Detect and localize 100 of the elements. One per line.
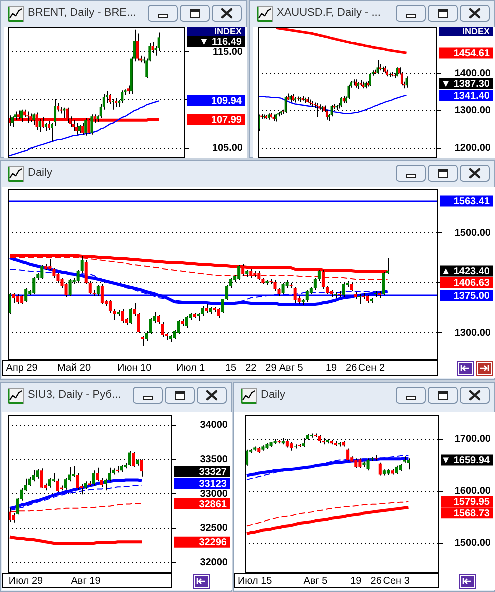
x-tick-label: Сен 2: [358, 362, 386, 374]
text: 1454.61: [454, 48, 490, 60]
chart-title: Daily: [261, 389, 286, 402]
candlestick: [366, 294, 370, 304]
candlestick: [354, 292, 358, 300]
candlestick: [318, 270, 321, 282]
text: 107.99: [211, 114, 242, 126]
text: ▼ 1659.94: [441, 456, 490, 466]
x-tick-label: Апр 29: [6, 362, 38, 374]
x-tick-label: Июн 10: [118, 362, 152, 374]
candlestick: [258, 446, 261, 454]
candlestick: [221, 298, 225, 314]
x-tick-label: Июл 15: [238, 576, 273, 587]
candlestick: [370, 73, 372, 87]
candlestick: [213, 306, 216, 312]
text: 109.94: [211, 96, 242, 108]
candlestick: [193, 312, 196, 318]
candlestick: [217, 308, 220, 318]
candlestick: [32, 276, 36, 294]
y-tick-label: 1500.00: [454, 228, 492, 239]
candlestick: [137, 312, 140, 334]
candlestick: [395, 465, 398, 475]
candlestick: [346, 448, 350, 462]
candlestick: [177, 320, 180, 334]
y-tick-label: 34000: [200, 420, 228, 432]
candlestick: [64, 282, 68, 298]
candlestick: [398, 67, 401, 76]
text: 32296: [199, 538, 228, 549]
x-tick-label: 19: [350, 576, 362, 587]
candlestick: [254, 446, 257, 452]
candlestick: [342, 282, 346, 298]
candlestick: [282, 282, 285, 295]
candlestick: [68, 279, 72, 297]
x-tick-label: Май 20: [58, 362, 92, 374]
x-tick-label: Авг 5: [279, 362, 304, 374]
candlestick: [238, 264, 241, 281]
candlestick: [40, 264, 44, 280]
candlestick: [185, 316, 188, 328]
candlestick: [378, 462, 382, 476]
x-tick-label: 26: [346, 362, 358, 374]
y-tick-label: 1700.00: [454, 434, 492, 446]
x-tick-label: Июл 1: [176, 362, 206, 374]
candlestick: [24, 288, 28, 303]
candlestick: [278, 288, 281, 296]
candlestick: [230, 278, 233, 288]
ref-line-label: 1563.41: [454, 196, 490, 208]
candlestick: [326, 286, 329, 294]
y-tick-label: 33500: [200, 454, 228, 466]
chart-title: Daily: [28, 167, 52, 180]
y-tick-label: 33000: [200, 488, 228, 500]
candlestick: [274, 280, 277, 292]
text: ▼ 116.49: [199, 36, 242, 48]
candlestick: [306, 290, 309, 302]
chart-title: BRENT, Daily - BRE...: [28, 7, 136, 20]
candlestick: [266, 442, 269, 450]
candlestick: [306, 434, 310, 441]
x-tick-label: Авг 19: [71, 576, 102, 587]
ref-line-label: 1375.00: [454, 290, 490, 302]
candlestick: [28, 477, 32, 487]
candlestick: [76, 270, 80, 284]
candlestick: [161, 322, 164, 338]
x-tick-label: 15: [225, 362, 238, 374]
candlestick: [145, 331, 148, 342]
text: INDEX: [462, 26, 490, 36]
text: INDEX: [214, 26, 242, 36]
y-tick-label: 1400.00: [454, 68, 492, 80]
x-tick-label: 29: [266, 362, 278, 374]
candlestick: [399, 464, 402, 472]
y-tick-label: 32500: [200, 523, 228, 534]
y-tick-label: 115.00: [212, 46, 244, 58]
candlestick: [56, 272, 60, 284]
text: 33123: [199, 478, 228, 490]
candlestick: [314, 278, 317, 290]
y-tick-label: 1600.00: [454, 486, 492, 498]
candlestick: [350, 282, 354, 292]
candlestick: [96, 284, 100, 296]
x-tick-label: Авг 5: [304, 576, 328, 587]
candlestick: [108, 300, 112, 314]
candlestick: [330, 439, 334, 446]
y-tick-label: 1300.00: [454, 106, 492, 117]
chart-title: XAUUSD.F, Daily - ...: [277, 7, 381, 20]
candlestick: [129, 308, 132, 324]
x-tick-label: Сен 3: [383, 576, 410, 587]
chart-title: SIU3, Daily - Руб...: [28, 389, 122, 402]
text: 1406.63: [454, 278, 490, 289]
candlestick: [270, 442, 273, 448]
candlestick: [201, 306, 204, 316]
text: 33327: [199, 466, 228, 478]
text: ▲ 1423.40: [441, 266, 490, 278]
candlestick: [382, 272, 386, 296]
candlestick: [149, 318, 152, 334]
candlestick: [262, 278, 265, 284]
x-tick-label: Июл 29: [8, 576, 44, 587]
text: 1579.95: [454, 497, 490, 508]
y-tick-label: 1500.00: [454, 538, 492, 550]
y-tick-label: 1200.00: [454, 143, 492, 154]
x-tick-label: 19: [326, 362, 338, 374]
candlestick: [226, 285, 229, 301]
y-tick-label: 105.00: [212, 143, 244, 154]
candlestick: [396, 67, 398, 78]
